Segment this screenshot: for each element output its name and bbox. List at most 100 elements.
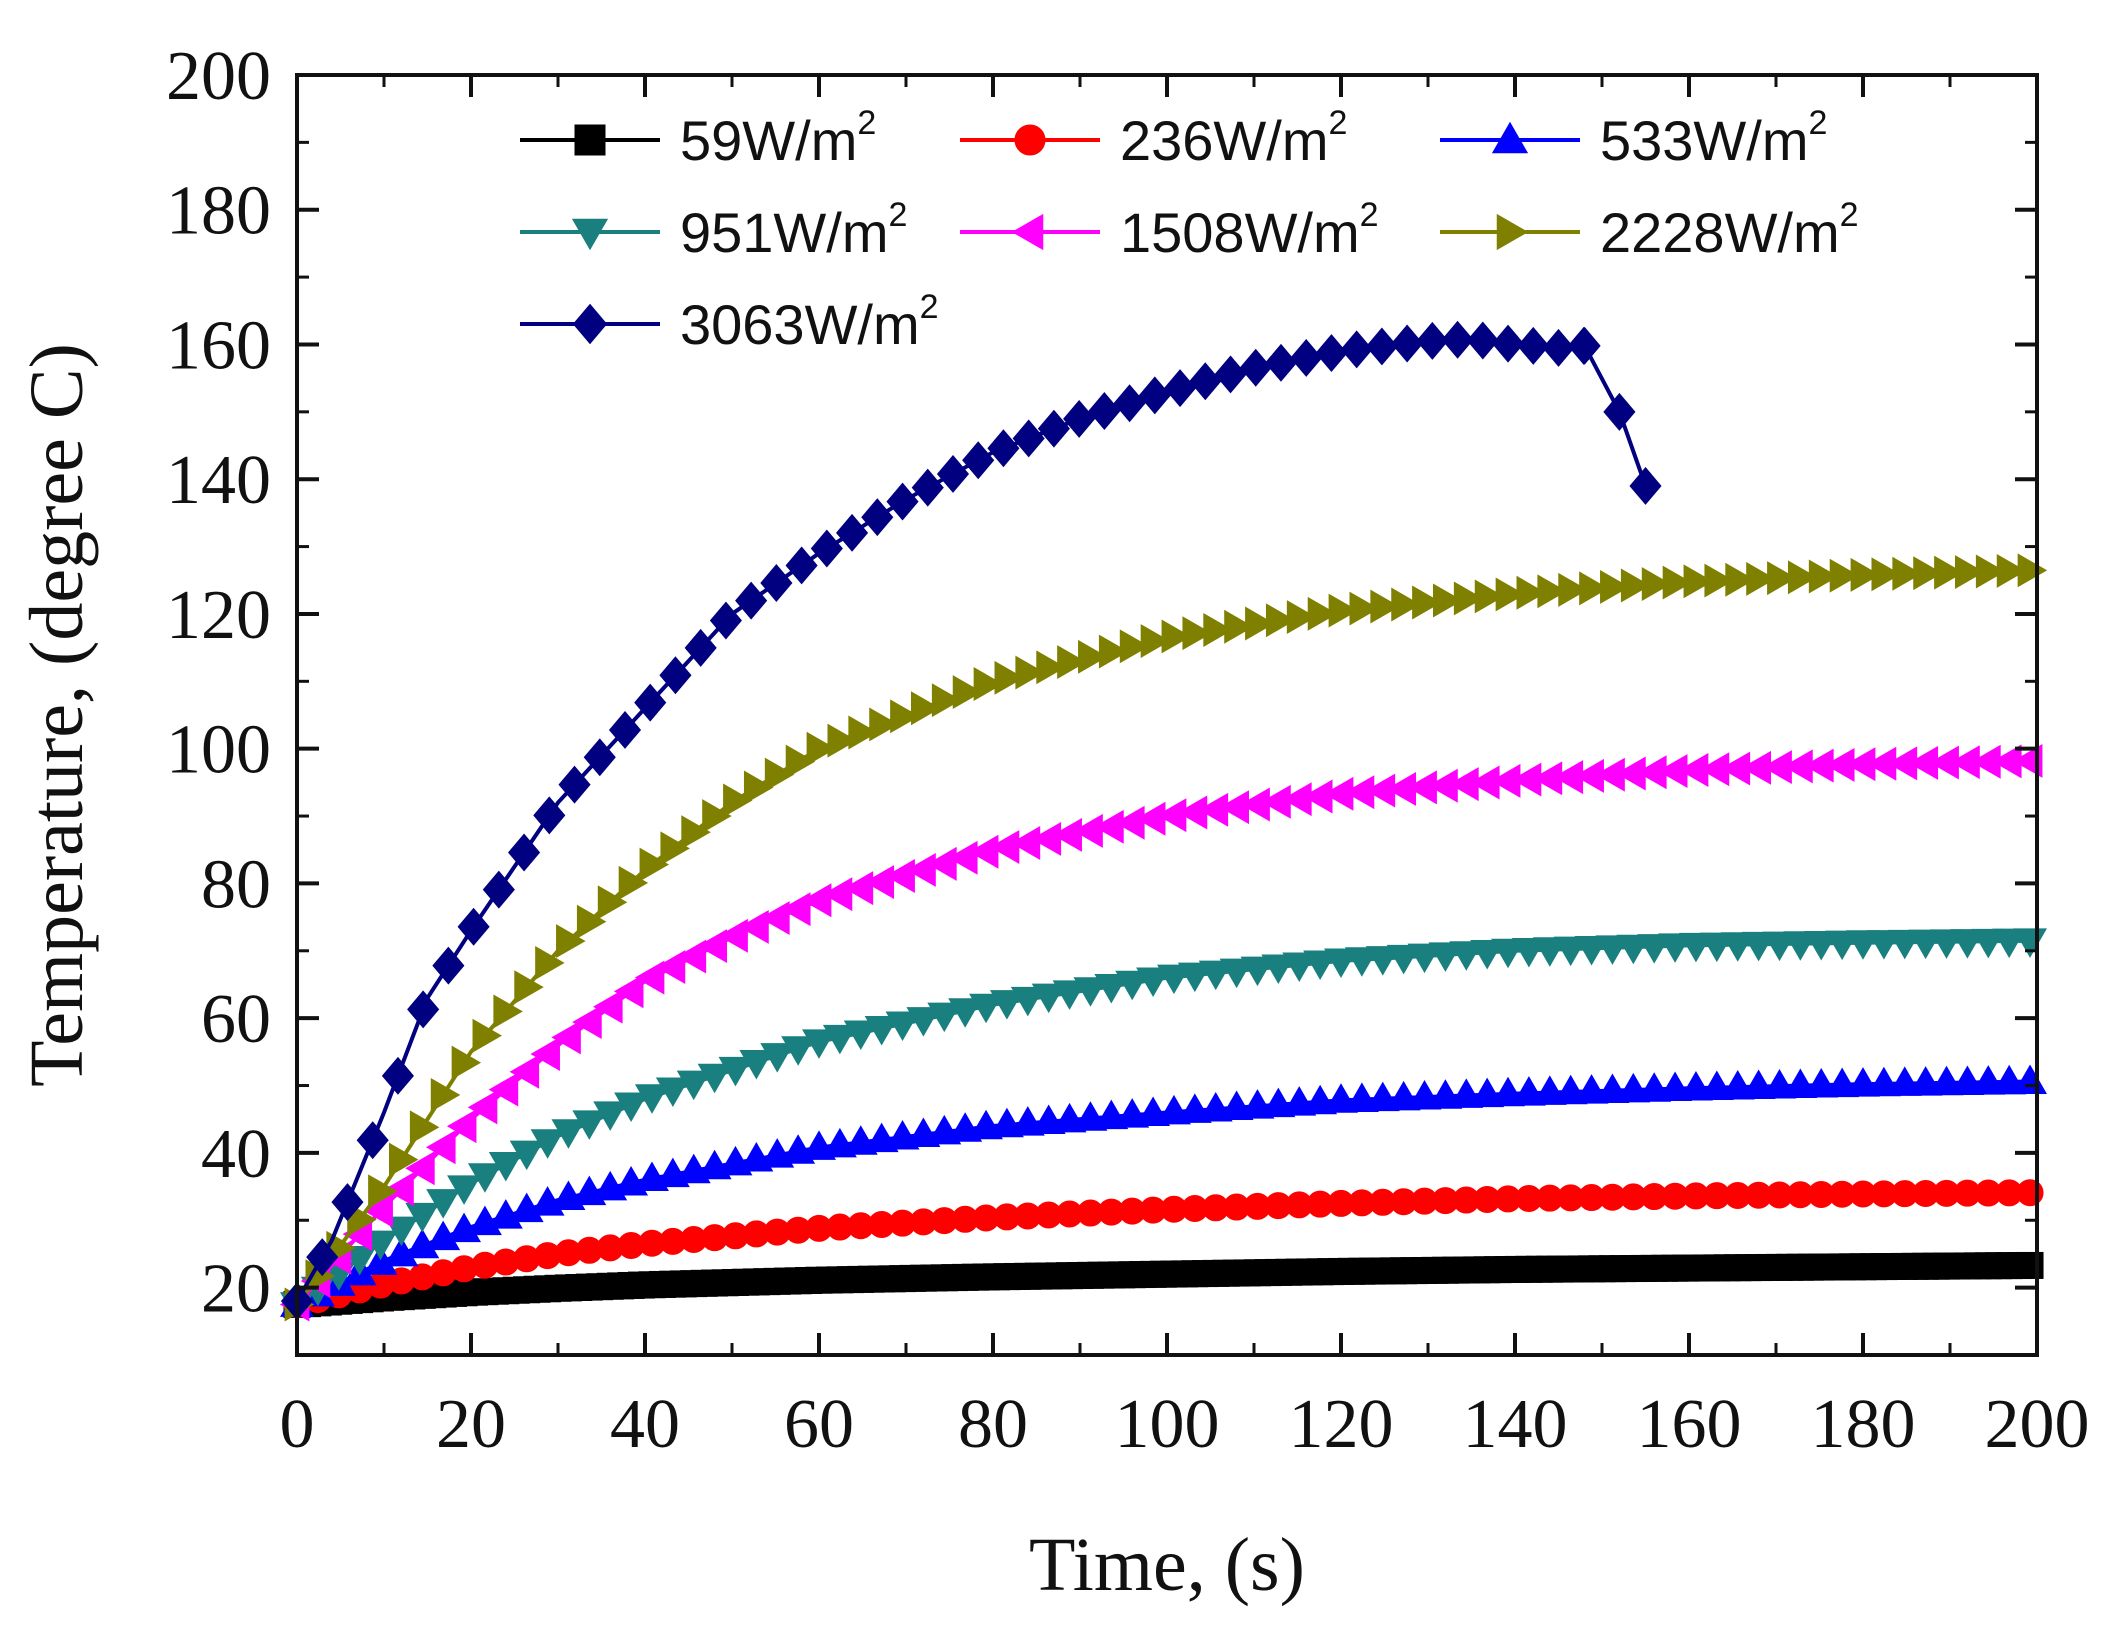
series-236-wm2 (283, 1179, 2044, 1318)
series-3063-wm2 (280, 320, 1662, 1321)
data-point (1416, 321, 1449, 360)
data-point (1453, 581, 1484, 616)
data-point (1720, 932, 1755, 962)
data-point (969, 993, 1004, 1024)
data-point (342, 1245, 377, 1276)
data-point (676, 939, 707, 974)
data-point (843, 1020, 878, 1050)
legend-superscript: 2 (1840, 196, 1859, 234)
data-point (1517, 326, 1550, 365)
data-point (1629, 466, 1662, 505)
data-point (1073, 977, 1108, 1007)
data-point (684, 628, 717, 667)
data-point (1261, 954, 1296, 985)
data-point (1725, 562, 1755, 597)
data-point (1746, 561, 1776, 596)
data-point (430, 1077, 461, 1112)
data-point (1574, 936, 1609, 966)
data-point (1887, 929, 1922, 960)
data-point (1662, 565, 1693, 600)
data-point (1579, 571, 1609, 606)
data-point (1219, 958, 1254, 989)
data-point (597, 885, 628, 920)
data-point (1286, 600, 1317, 635)
data-point (634, 960, 665, 995)
data-point (2016, 1179, 2044, 1207)
data-point (447, 1175, 482, 1205)
legend-item: 59W/m2 (520, 104, 876, 172)
data-point (1558, 572, 1588, 607)
data-point (618, 865, 649, 900)
data-point (764, 757, 795, 792)
data-point (1568, 326, 1601, 365)
data-point (1119, 629, 1150, 664)
data-point (572, 1005, 602, 1040)
data-point (1015, 655, 1045, 690)
data-point (331, 1183, 364, 1222)
data-point (493, 994, 523, 1029)
data-point (1678, 932, 1713, 963)
data-point (659, 656, 692, 695)
data-point (467, 1163, 502, 1193)
data-point (1156, 964, 1191, 995)
data-point (1908, 929, 1943, 960)
data-point (363, 1230, 398, 1261)
data-point (1950, 929, 1985, 959)
x-tick-label: 0 (280, 1386, 315, 1463)
data-point (405, 1202, 440, 1233)
data-point (822, 877, 853, 912)
data-point (718, 918, 748, 953)
x-axis-title: Time, (s) (1029, 1523, 1305, 1607)
data-point (384, 1216, 419, 1247)
legend-item: 2228W/m2 (1440, 196, 1859, 264)
data-point (356, 1121, 389, 1160)
data-point (864, 1015, 899, 1046)
data-point (1620, 568, 1651, 603)
data-point (822, 1024, 857, 1055)
data-point (1783, 931, 1818, 961)
data-point (639, 847, 670, 882)
data-point (989, 990, 1024, 1020)
data-point (1892, 556, 1922, 591)
data-point (806, 731, 837, 766)
data-point (1224, 609, 1254, 644)
data-point (1428, 942, 1463, 972)
data-point (952, 675, 983, 710)
data-point (530, 1037, 560, 1071)
data-point (634, 683, 667, 722)
data-point (781, 892, 811, 927)
data-point (1491, 938, 1526, 969)
data-point (702, 799, 732, 834)
data-point (1603, 392, 1636, 431)
x-tick-label: 20 (436, 1386, 506, 1463)
data-point (488, 1151, 523, 1182)
x-tick-label: 180 (1811, 1386, 1916, 1463)
data-point (1031, 983, 1066, 1014)
legend-item: 951W/m2 (520, 196, 907, 264)
data-point (407, 990, 440, 1029)
data-point (1010, 986, 1045, 1017)
legend-label: 59W/m2 (680, 104, 876, 172)
data-point (1433, 583, 1463, 618)
data-point (1992, 928, 2027, 959)
data-point (1161, 619, 1192, 654)
legend: 59W/m2 236W/m2 533W/m2 951W/m2 1508W/m2 2228W… (520, 104, 1859, 356)
data-point (655, 1077, 690, 1107)
data-point (660, 831, 690, 866)
data-point (1641, 567, 1672, 602)
data-point (482, 870, 515, 909)
x-tick-label: 140 (1463, 1386, 1568, 1463)
data-point (1704, 563, 1734, 598)
data-point (936, 454, 970, 493)
data-point (1474, 579, 1505, 614)
data-point (2012, 743, 2043, 778)
series-layer (279, 320, 2048, 1322)
data-point (1078, 639, 1108, 674)
data-point (1741, 931, 1776, 962)
data-point (472, 1018, 503, 1053)
legend-item: 1508W/m2 (960, 196, 1379, 264)
data-point (827, 723, 857, 758)
data-point (1203, 613, 1233, 647)
data-point (1470, 940, 1505, 970)
y-tick-label: 20 (201, 1251, 271, 1328)
